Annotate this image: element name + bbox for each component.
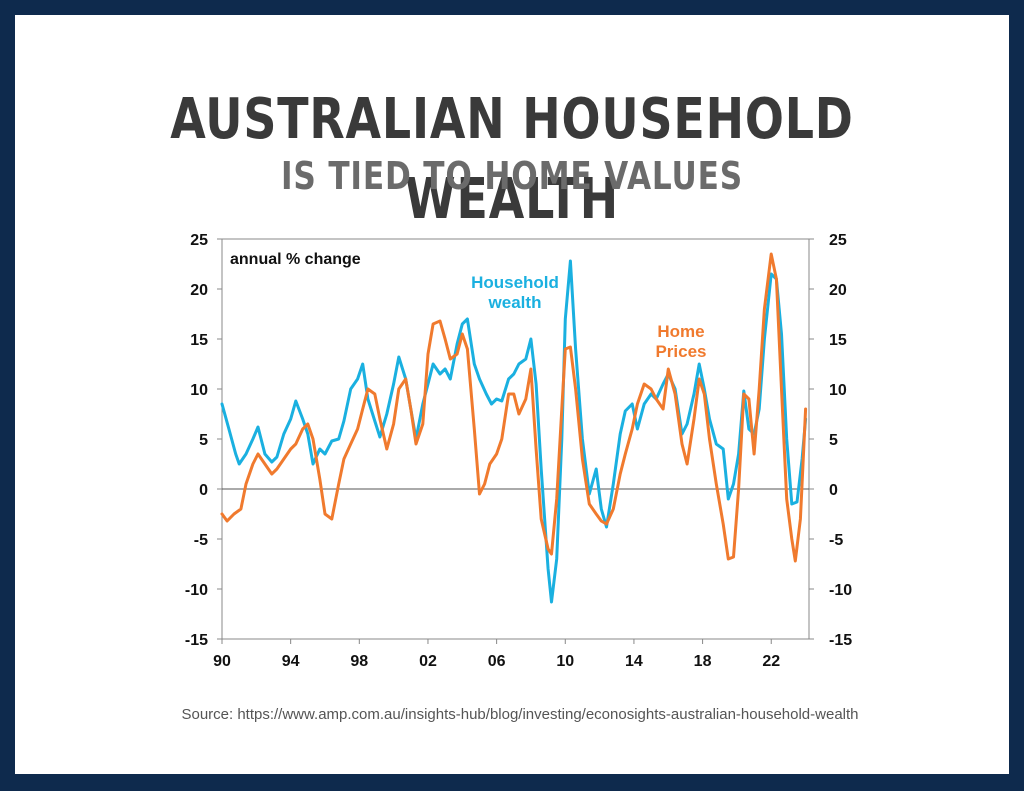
y-tick-label-left: 5 [199,432,208,449]
y-tick-label-left: -10 [185,582,208,599]
y-tick-label-right: 0 [829,482,838,499]
chart-annotation: annual % change [230,251,361,268]
series-label-household-wealth: wealth [488,293,542,312]
x-tick-label: 98 [350,653,368,670]
source-text: Source: https://www.amp.com.au/insights-… [181,706,859,723]
x-tick-label: 14 [625,653,643,670]
y-tick-label-right: -5 [829,532,843,549]
y-tick-label-right: 15 [829,332,847,349]
x-tick-label: 10 [556,653,574,670]
y-tick-label-right: 5 [829,432,838,449]
page-title: AUSTRALIAN HOUSEHOLD WEALTH [170,87,854,232]
x-tick-label: 02 [419,653,437,670]
y-tick-label-left: 15 [190,332,208,349]
series-label-home-prices: Home [657,322,704,341]
series-line-home-prices [220,252,808,563]
x-tick-label: 06 [488,653,506,670]
y-tick-label-right: -15 [829,632,852,649]
series-line-household-wealth [220,259,808,604]
series-label-household-wealth: Household [471,273,559,292]
y-tick-label-right: 10 [829,382,847,399]
y-tick-label-left: 20 [190,282,208,299]
y-tick-label-left: -15 [185,632,208,649]
y-tick-label-right: 20 [829,282,847,299]
x-tick-label: 18 [694,653,712,670]
x-tick-label: 94 [282,653,300,670]
y-tick-label-left: 25 [190,232,208,249]
y-tick-label-right: 25 [829,232,847,249]
y-tick-label-right: -10 [829,582,852,599]
series-label-home-prices: Prices [655,342,706,361]
page-subtitle: IS TIED TO HOME VALUES [281,154,743,198]
x-tick-label: 22 [762,653,780,670]
x-tick-label: 90 [213,653,231,670]
y-tick-label-left: -5 [194,532,208,549]
y-tick-label-left: 0 [199,482,208,499]
y-tick-label-left: 10 [190,382,208,399]
